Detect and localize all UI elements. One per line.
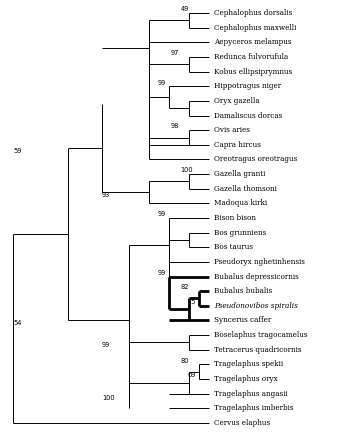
Text: Cephalophus maxwelli: Cephalophus maxwelli [214,24,297,32]
Text: 75: 75 [188,299,196,305]
Text: Hippotragus niger: Hippotragus niger [214,82,281,90]
Text: 99: 99 [102,342,110,348]
Text: Damaliscus dorcas: Damaliscus dorcas [214,112,283,119]
Text: 99: 99 [157,211,166,217]
Text: Cephalophus dorsalis: Cephalophus dorsalis [214,9,292,17]
Text: 99: 99 [157,79,166,85]
Text: Capra hircus: Capra hircus [214,141,261,149]
Text: Cervus elaphus: Cervus elaphus [214,419,270,427]
Text: Pseudoryx nghetinhensis: Pseudoryx nghetinhensis [214,258,305,266]
Text: Tragelaphus spekii: Tragelaphus spekii [214,361,283,368]
Text: 69: 69 [188,372,196,378]
Text: Bos taurus: Bos taurus [214,243,253,251]
Text: Tragelaphus oryx: Tragelaphus oryx [214,375,278,383]
Text: Boselaphus tragocamelus: Boselaphus tragocamelus [214,331,308,339]
Text: Madoqua kirki: Madoqua kirki [214,199,267,208]
Text: 93: 93 [102,192,110,198]
Text: 100: 100 [181,167,193,174]
Text: 99: 99 [157,270,166,276]
Text: Aepyceros melampus: Aepyceros melampus [214,38,292,46]
Text: Tragelaphus imberbis: Tragelaphus imberbis [214,404,294,412]
Text: Kobus ellipsiprymnus: Kobus ellipsiprymnus [214,68,292,75]
Text: Oreotragus oreotragus: Oreotragus oreotragus [214,156,297,164]
Text: Syncerus caffer: Syncerus caffer [214,317,271,324]
Text: Bison bison: Bison bison [214,214,256,222]
Text: Oryx gazella: Oryx gazella [214,97,260,105]
Text: Tetracerus quadricornis: Tetracerus quadricornis [214,346,302,354]
Text: 59: 59 [13,148,22,154]
Text: 97: 97 [171,50,179,56]
Text: Ovis aries: Ovis aries [214,126,250,134]
Text: Bubalus bubalis: Bubalus bubalis [214,287,272,295]
Text: 98: 98 [171,123,179,129]
Text: 54: 54 [13,320,22,326]
Text: 82: 82 [181,284,189,290]
Text: Gazella thomsoni: Gazella thomsoni [214,185,277,193]
Text: Redunca fulvorufula: Redunca fulvorufula [214,53,289,61]
Text: 100: 100 [102,395,115,401]
Text: Gazella granti: Gazella granti [214,170,266,178]
Text: Tragelaphus angasii: Tragelaphus angasii [214,390,288,398]
Text: Bos grunniens: Bos grunniens [214,228,266,237]
Text: 49: 49 [181,7,189,12]
Text: 80: 80 [181,358,189,364]
Text: Bubalus depressicornis: Bubalus depressicornis [214,272,299,280]
Text: Pseudonovibos spiralis: Pseudonovibos spiralis [214,302,298,310]
